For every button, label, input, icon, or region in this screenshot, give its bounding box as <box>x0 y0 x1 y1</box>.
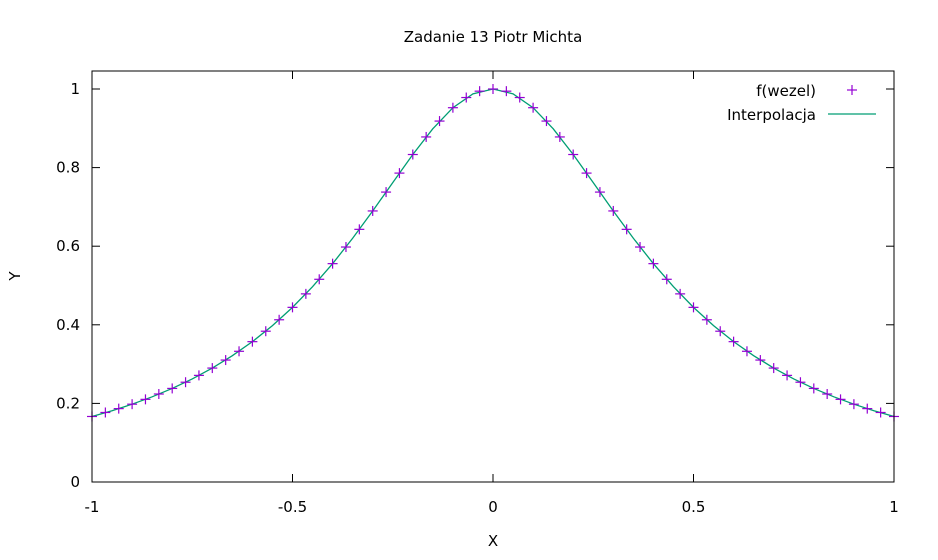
data-point-f-wezel <box>635 242 646 253</box>
x-tick-label: 1 <box>889 498 899 516</box>
plot-frame <box>91 70 895 483</box>
data-point-f-wezel <box>207 363 218 374</box>
data-point-f-wezel <box>768 363 779 374</box>
legend-label-f-wezel: f(wezel) <box>756 82 816 100</box>
data-point-f-wezel <box>167 383 178 394</box>
data-point-f-wezel <box>568 149 579 160</box>
data-point-f-wezel <box>113 403 124 414</box>
legend: f(wezel) Interpolacja <box>727 82 876 124</box>
data-point-f-wezel <box>488 84 498 94</box>
data-point-f-wezel <box>755 355 766 366</box>
data-point-f-wezel <box>314 274 325 285</box>
legend-plus-marker <box>847 85 857 95</box>
data-point-f-wezel <box>875 407 886 418</box>
data-point-f-wezel <box>661 274 672 285</box>
chart-title: Zadanie 13 Piotr Michta <box>404 28 583 46</box>
data-point-f-wezel <box>260 326 271 337</box>
data-point-f-wezel <box>193 370 204 381</box>
ticks-layer: -1 -0.5 0 0.5 1 0 0.2 0.4 0.6 0.8 1 <box>56 71 899 516</box>
data-point-f-wezel <box>835 394 846 405</box>
data-point-f-wezel <box>822 389 833 400</box>
y-axis-label: Y <box>6 271 24 282</box>
data-point-f-wezel <box>514 92 525 103</box>
data-point-f-wezel <box>461 92 472 103</box>
data-point-f-wezel <box>100 407 111 418</box>
data-point-f-wezel <box>581 168 592 179</box>
y-tick-label: 0 <box>70 473 80 491</box>
data-point-f-wezel <box>554 131 565 142</box>
legend-sample-plus-marker <box>847 85 857 95</box>
data-point-f-wezel <box>421 131 432 142</box>
data-point-f-wezel <box>234 346 245 357</box>
x-tick-label: 0.5 <box>682 498 706 516</box>
data-point-f-wezel <box>434 116 445 127</box>
data-point-f-wezel <box>300 288 311 299</box>
data-point-f-wezel <box>247 336 258 347</box>
data-point-f-wezel <box>728 336 739 347</box>
legend-label-interpolacja: Interpolacja <box>727 106 816 124</box>
data-point-f-wezel <box>274 314 285 325</box>
data-point-f-wezel <box>180 377 191 388</box>
data-point-f-wezel <box>848 399 859 410</box>
data-point-f-wezel <box>621 224 632 235</box>
data-point-f-wezel <box>648 258 659 269</box>
data-point-f-wezel <box>127 399 138 410</box>
data-point-f-wezel <box>354 224 365 235</box>
data-point-f-wezel <box>675 288 686 299</box>
data-point-f-wezel <box>688 302 699 313</box>
data-point-f-wezel <box>407 149 418 160</box>
data-point-f-wezel <box>715 326 726 337</box>
data-point-f-wezel <box>447 102 458 113</box>
data-point-f-wezel <box>474 86 485 97</box>
data-point-f-wezel <box>528 102 539 113</box>
y-tick-label: 0.6 <box>56 237 80 255</box>
data-point-f-wezel <box>808 383 819 394</box>
data-point-f-wezel <box>153 389 164 400</box>
y-tick-label: 0.4 <box>56 316 80 334</box>
x-tick-label: -1 <box>85 498 100 516</box>
data-point-f-wezel <box>701 314 712 325</box>
data-point-f-wezel <box>394 168 405 179</box>
data-point-f-wezel <box>741 346 752 357</box>
data-point-f-wezel <box>795 377 806 388</box>
data-point-f-wezel <box>862 403 873 414</box>
x-tick-label: -0.5 <box>278 498 307 516</box>
data-point-f-wezel <box>327 258 338 269</box>
data-point-f-wezel <box>140 394 151 405</box>
data-point-f-wezel <box>608 205 619 216</box>
x-tick-label: 0 <box>488 498 498 516</box>
data-point-f-wezel <box>220 355 231 366</box>
data-point-f-wezel <box>287 302 298 313</box>
series-layer <box>87 84 899 422</box>
data-point-f-wezel <box>381 187 392 198</box>
y-tick-label: 0.2 <box>56 394 80 412</box>
data-point-f-wezel <box>340 242 351 253</box>
data-point-f-wezel <box>594 187 605 198</box>
y-tick-label: 1 <box>70 80 80 98</box>
x-axis-label: X <box>488 532 498 550</box>
data-point-f-wezel <box>367 205 378 216</box>
data-point-f-wezel <box>541 116 552 127</box>
data-point-f-wezel <box>501 86 512 97</box>
data-point-f-wezel <box>782 370 793 381</box>
y-tick-label: 0.8 <box>56 159 80 177</box>
